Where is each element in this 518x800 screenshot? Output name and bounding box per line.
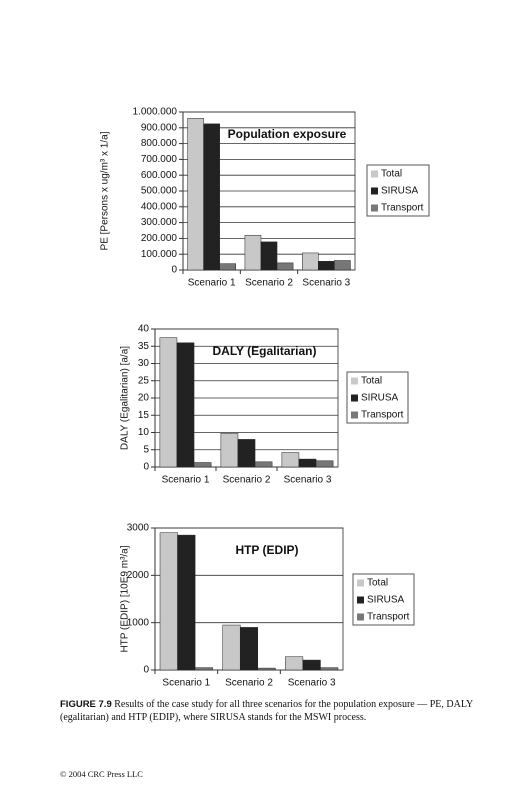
legend-label: SIRUSA (361, 393, 399, 404)
bar (159, 337, 178, 468)
y-tick-label: 0 (171, 265, 177, 276)
y-axis-label: PE [Persons x ug/m³ x 1/a] (100, 131, 111, 250)
x-tick-label: Scenario 3 (284, 475, 332, 486)
y-tick-label: 500.000 (141, 186, 178, 197)
y-tick-label: 0 (143, 665, 149, 676)
y-tick-label: 1.000.000 (133, 107, 178, 118)
bar (219, 263, 236, 271)
y-tick-label: 100.000 (141, 249, 178, 260)
y-tick-label: 400.000 (141, 201, 178, 212)
bar (257, 667, 276, 671)
y-axis-label: DALY (Egalitarian) [a/a] (120, 346, 131, 450)
legend-swatch (357, 613, 364, 621)
bar (244, 234, 262, 271)
bar (320, 667, 339, 671)
y-tick-label: 600.000 (141, 170, 178, 181)
bar (315, 460, 334, 468)
bar (203, 123, 220, 271)
y-tick-label: 20 (138, 393, 150, 404)
y-axis-label: HTP (EDIP) [10E9 m³/a] (120, 545, 131, 652)
y-tick-label: 900.000 (141, 122, 178, 133)
y-tick-label: 1000 (127, 617, 150, 628)
x-tick-label: Scenario 1 (162, 678, 210, 689)
chart-title: Population exposure (228, 127, 347, 141)
bar (302, 659, 321, 671)
legend-label: SIRUSA (367, 595, 405, 606)
y-tick-label: 5 (143, 444, 149, 455)
footer: © 2004 CRC Press LLC (60, 769, 143, 779)
y-tick-label: 800.000 (141, 138, 178, 149)
x-tick-label: Scenario 2 (245, 278, 293, 289)
bar (254, 461, 273, 468)
bar (177, 534, 196, 671)
y-tick-label: 0 (143, 462, 149, 473)
bar (318, 261, 335, 271)
bar (285, 656, 304, 671)
bar (276, 262, 294, 271)
bar (193, 462, 212, 468)
bar (260, 241, 278, 271)
bar (187, 118, 204, 271)
y-tick-label: 25 (138, 375, 150, 386)
bar (334, 260, 351, 271)
legend-label: Total (361, 376, 382, 387)
x-tick-label: Scenario 3 (288, 678, 336, 689)
legend-label: SIRUSA (381, 186, 419, 197)
y-tick-label: 10 (138, 427, 150, 438)
legend-swatch (357, 596, 364, 604)
x-tick-label: Scenario 2 (223, 475, 271, 486)
y-tick-label: 700.000 (141, 154, 178, 165)
y-tick-label: 35 (138, 341, 150, 352)
y-tick-label: 200.000 (141, 233, 178, 244)
legend-swatch (351, 394, 358, 402)
legend-swatch (371, 170, 378, 178)
bar (302, 252, 319, 271)
y-tick-label: 15 (138, 410, 150, 421)
bar (194, 667, 213, 671)
legend-swatch (351, 377, 358, 385)
legend-label: Total (381, 169, 402, 180)
chart-title: DALY (Egalitarian) (212, 344, 316, 358)
bar (298, 458, 317, 468)
y-tick-label: 40 (138, 324, 150, 335)
x-tick-label: Scenario 1 (162, 475, 210, 486)
bar (239, 627, 259, 671)
y-tick-label: 300.000 (141, 217, 178, 228)
bar (237, 439, 256, 468)
bar (176, 342, 195, 468)
caption-label: FIGURE 7.9 (60, 699, 112, 710)
x-tick-label: Scenario 3 (302, 278, 350, 289)
legend-swatch (371, 187, 378, 195)
legend-label: Transport (381, 203, 424, 214)
chart-title: HTP (EDIP) (235, 543, 298, 557)
bar (281, 452, 300, 468)
bar (222, 624, 241, 671)
y-tick-label: 2000 (127, 570, 150, 581)
y-tick-label: 3000 (127, 523, 150, 534)
figure-caption: FIGURE 7.9 Results of the case study for… (60, 698, 480, 724)
legend-swatch (351, 411, 358, 419)
y-tick-label: 30 (138, 358, 150, 369)
bar (220, 432, 239, 468)
legend-swatch (357, 579, 364, 587)
legend-swatch (371, 204, 378, 212)
legend-label: Transport (361, 410, 404, 421)
legend-label: Total (367, 578, 388, 589)
legend-label: Transport (367, 612, 410, 623)
bar (159, 532, 178, 671)
x-tick-label: Scenario 1 (188, 278, 236, 289)
x-tick-label: Scenario 2 (225, 678, 273, 689)
caption-text: Results of the case study for all three … (60, 699, 473, 723)
